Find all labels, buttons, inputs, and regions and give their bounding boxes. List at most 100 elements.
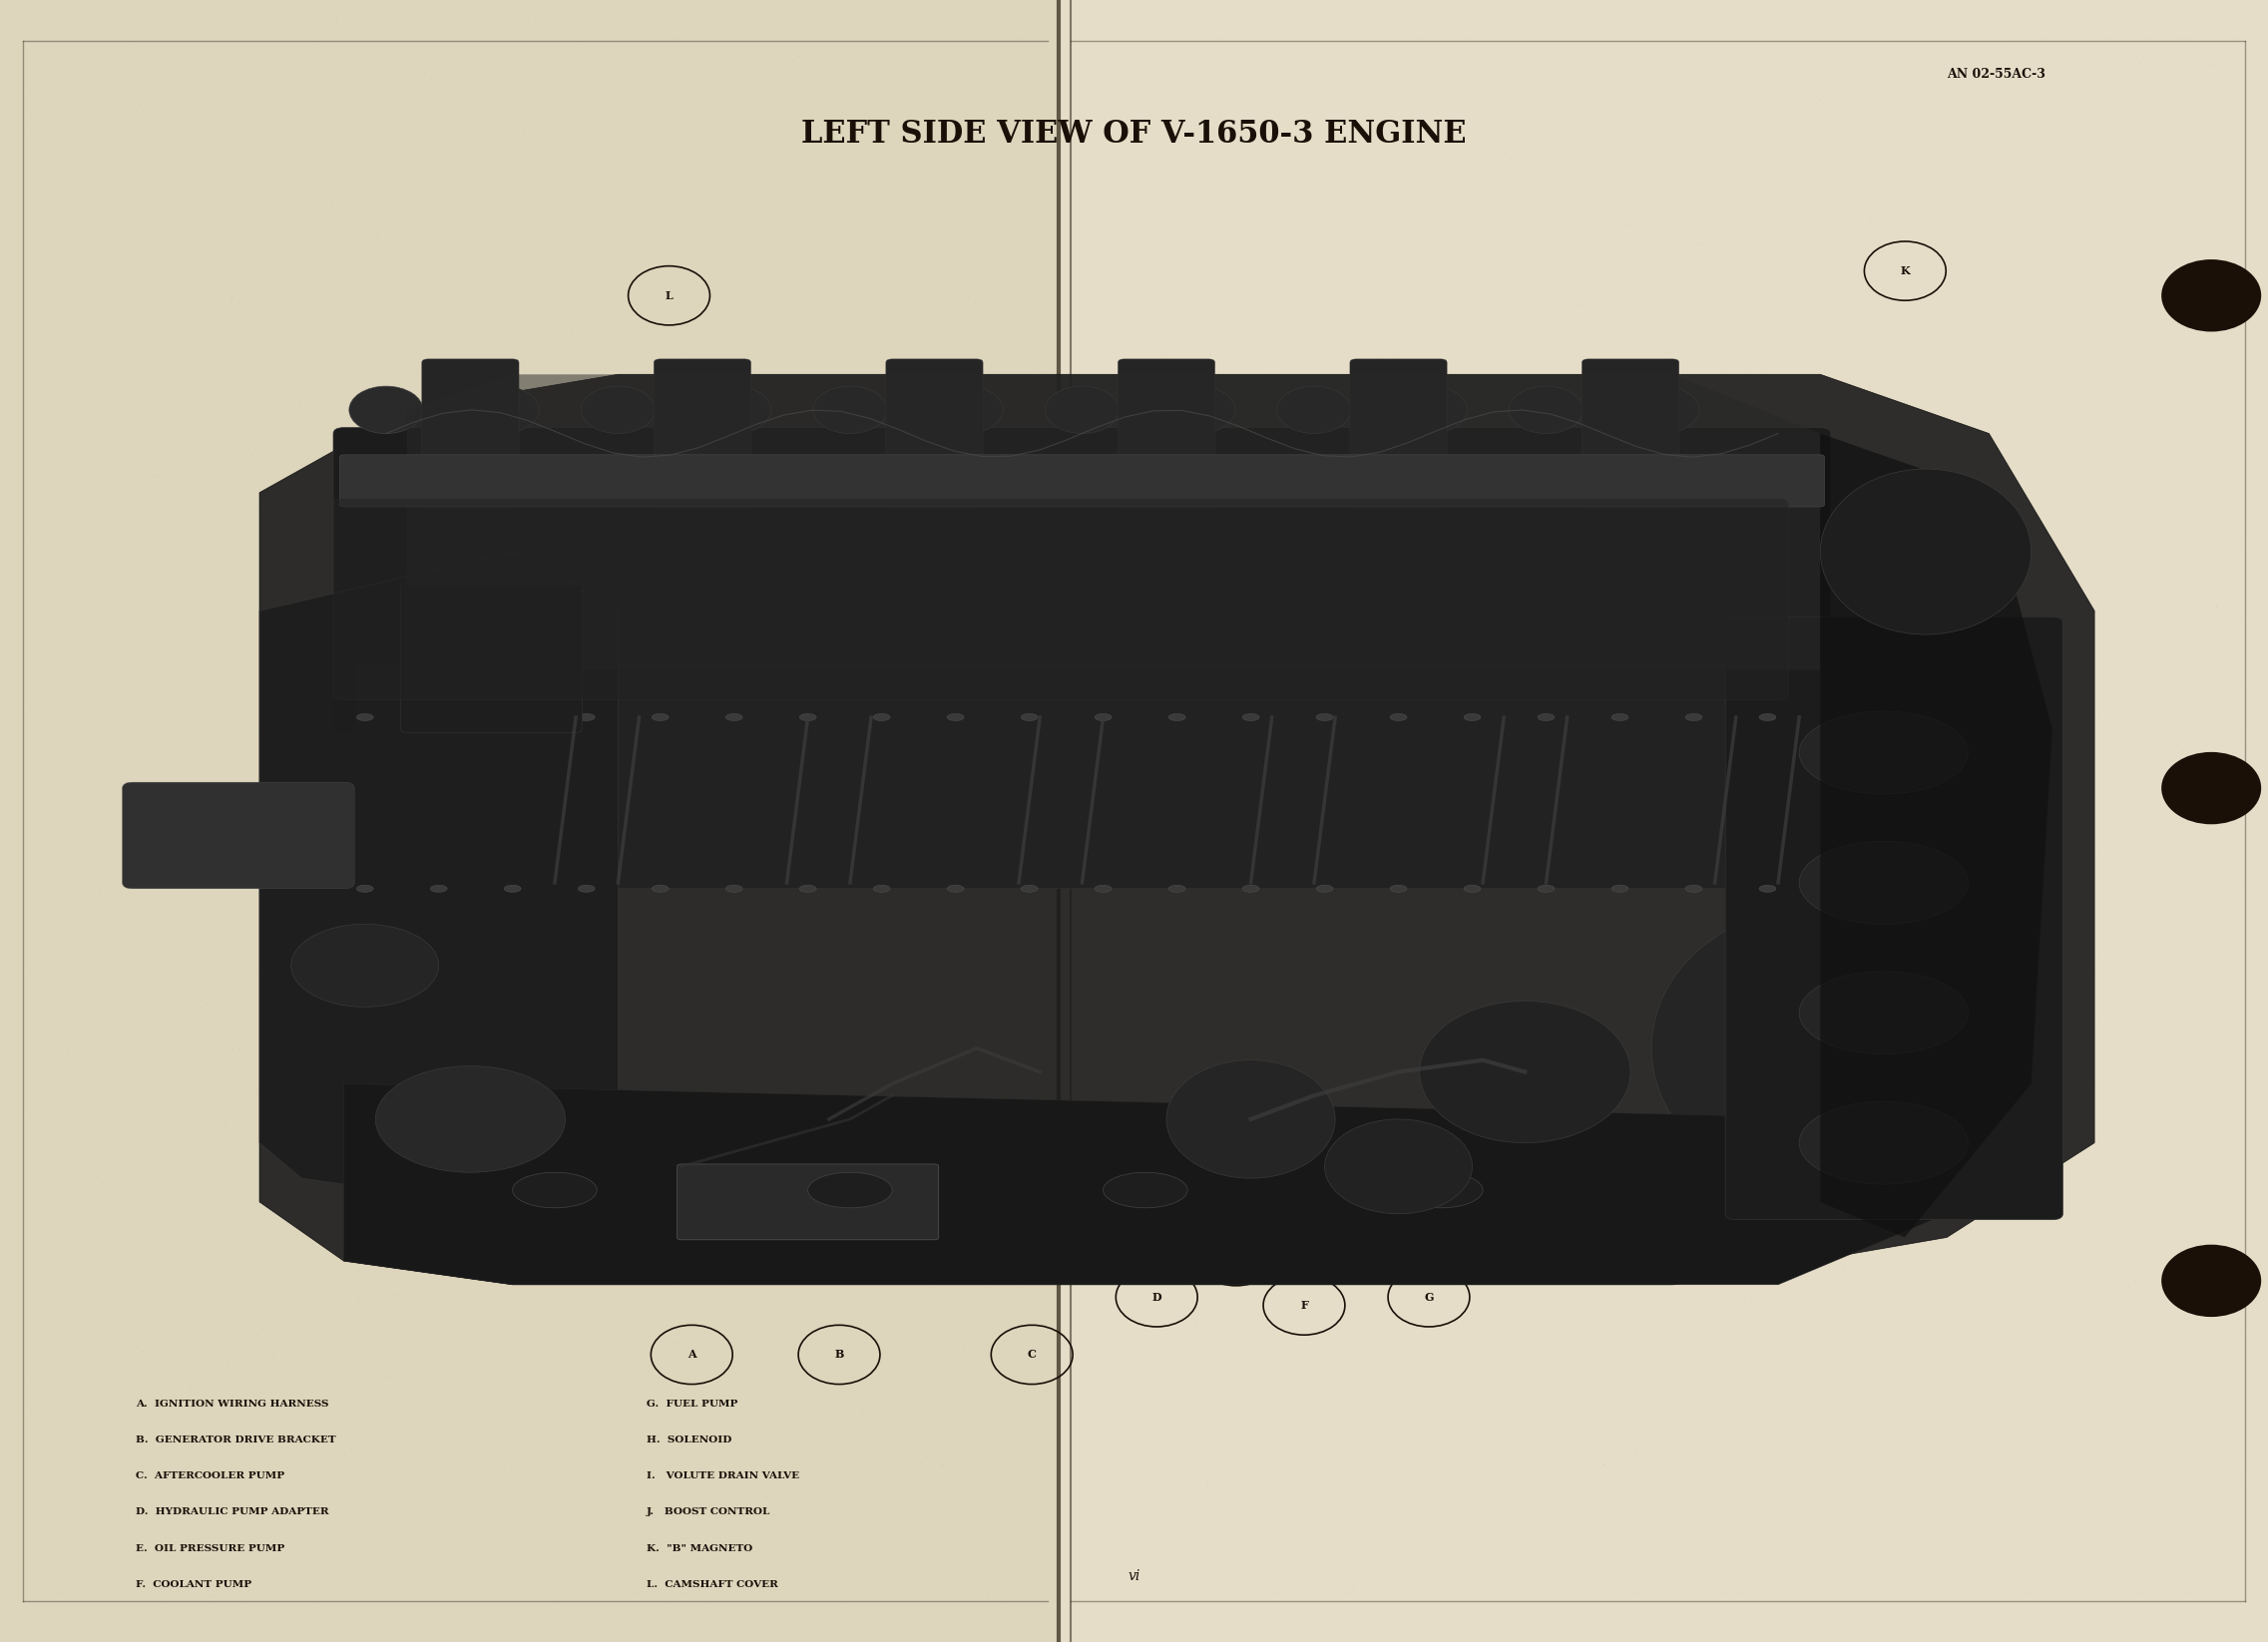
Point bbox=[213, 547, 249, 573]
Point bbox=[1694, 251, 1730, 277]
Point bbox=[841, 1061, 878, 1087]
Point bbox=[1134, 1343, 1170, 1369]
Point bbox=[1272, 402, 1309, 429]
Point bbox=[572, 1041, 608, 1067]
Point bbox=[14, 512, 50, 539]
Point bbox=[1962, 232, 1998, 258]
Point bbox=[1687, 1179, 1724, 1205]
Point bbox=[1077, 632, 1114, 658]
Point bbox=[617, 1473, 653, 1499]
Point bbox=[1454, 1190, 1490, 1217]
Point bbox=[2075, 847, 2112, 874]
Point bbox=[1792, 236, 1828, 263]
Point bbox=[120, 1057, 156, 1084]
Point bbox=[1016, 255, 1052, 281]
Point bbox=[1442, 1259, 1479, 1286]
Point bbox=[1749, 1430, 1785, 1456]
Point bbox=[1944, 819, 1980, 846]
Point bbox=[2105, 1204, 2141, 1230]
Point bbox=[982, 980, 1018, 1007]
Point bbox=[472, 103, 508, 130]
Point bbox=[612, 1575, 649, 1601]
Point bbox=[705, 51, 742, 77]
Point bbox=[100, 1199, 136, 1225]
Point bbox=[147, 1172, 184, 1199]
Point bbox=[1114, 69, 1150, 95]
Point bbox=[1867, 392, 1903, 419]
Point bbox=[288, 882, 324, 908]
Point bbox=[1535, 1016, 1572, 1043]
Point bbox=[374, 1153, 411, 1179]
Point bbox=[104, 599, 141, 626]
Point bbox=[1905, 639, 1941, 665]
Point bbox=[1726, 1529, 1762, 1555]
Point bbox=[621, 842, 658, 869]
Point bbox=[361, 875, 397, 901]
Point bbox=[923, 1179, 959, 1205]
Point bbox=[1642, 911, 1678, 938]
Point bbox=[1912, 117, 1948, 143]
Point bbox=[1730, 16, 1767, 43]
Point bbox=[909, 1235, 946, 1261]
Point bbox=[2157, 406, 2193, 432]
Point bbox=[77, 57, 113, 84]
Point bbox=[1681, 461, 1717, 488]
Point bbox=[408, 851, 445, 877]
Point bbox=[846, 258, 882, 284]
Point bbox=[989, 1455, 1025, 1481]
Point bbox=[118, 466, 154, 493]
Point bbox=[1195, 130, 1232, 156]
Point bbox=[789, 736, 826, 762]
Point bbox=[694, 622, 730, 649]
Point bbox=[1744, 20, 1780, 46]
Point bbox=[2146, 158, 2182, 184]
Point bbox=[494, 1250, 531, 1276]
Circle shape bbox=[2161, 752, 2261, 824]
Point bbox=[1930, 1273, 1966, 1299]
Point bbox=[1966, 123, 2003, 149]
Point bbox=[1354, 915, 1390, 941]
Point bbox=[1533, 209, 1569, 235]
Point bbox=[1191, 340, 1227, 366]
Point bbox=[844, 1397, 880, 1424]
Point bbox=[737, 644, 773, 670]
Point bbox=[959, 1291, 996, 1317]
Point bbox=[379, 517, 415, 544]
Point bbox=[692, 1589, 728, 1616]
Point bbox=[558, 972, 594, 998]
Point bbox=[1467, 1190, 1504, 1217]
Point bbox=[340, 1284, 376, 1310]
Point bbox=[2211, 1204, 2248, 1230]
Point bbox=[483, 476, 519, 502]
Point bbox=[311, 576, 347, 603]
Point bbox=[2028, 954, 2064, 980]
Point bbox=[1150, 1123, 1186, 1149]
Point bbox=[2057, 141, 2093, 167]
Point bbox=[281, 732, 318, 759]
Point bbox=[1724, 921, 1760, 947]
Text: D.  HYDRAULIC PUMP ADAPTER: D. HYDRAULIC PUMP ADAPTER bbox=[136, 1507, 329, 1517]
Point bbox=[1547, 1084, 1583, 1110]
Point bbox=[1549, 1519, 1585, 1545]
Point bbox=[1497, 181, 1533, 207]
Point bbox=[420, 281, 456, 307]
Point bbox=[1769, 483, 1805, 509]
Point bbox=[401, 389, 438, 415]
Point bbox=[1944, 412, 1980, 438]
Point bbox=[1565, 292, 1601, 319]
Point bbox=[2132, 1606, 2168, 1632]
Point bbox=[993, 310, 1030, 337]
Point bbox=[1624, 1011, 1660, 1038]
Point bbox=[1647, 1529, 1683, 1555]
Point bbox=[617, 897, 653, 923]
Point bbox=[1606, 961, 1642, 987]
Point bbox=[1211, 900, 1247, 926]
Point bbox=[1665, 422, 1701, 448]
Point bbox=[234, 149, 270, 176]
Point bbox=[109, 957, 145, 984]
Point bbox=[943, 256, 980, 282]
Point bbox=[1547, 54, 1583, 80]
Point bbox=[1000, 1161, 1036, 1187]
Point bbox=[524, 1356, 560, 1383]
Point bbox=[2009, 1248, 2046, 1274]
